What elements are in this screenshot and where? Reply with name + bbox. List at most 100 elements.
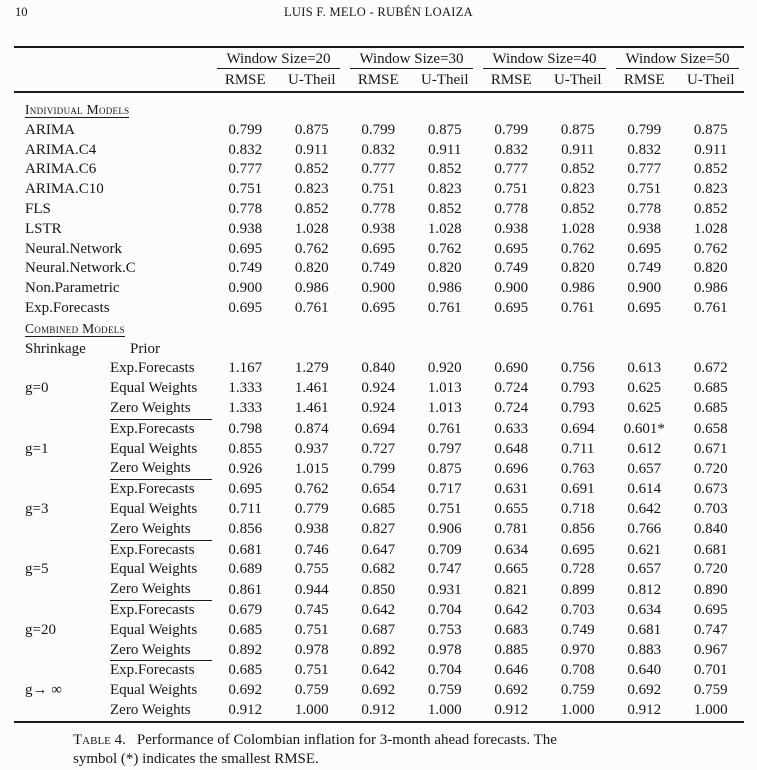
cell-value: 0.694 bbox=[560, 420, 595, 437]
cell-value: 0.761 bbox=[427, 299, 462, 316]
cell-value: 0.695 bbox=[228, 481, 263, 498]
cell-value: 0.642 bbox=[361, 662, 396, 679]
shrinkage-label bbox=[14, 540, 110, 560]
prior-header: Prior bbox=[130, 340, 160, 357]
prior-label: Zero Weights bbox=[110, 459, 212, 481]
cell-value: 0.711 bbox=[228, 500, 262, 517]
cell-value: 0.689 bbox=[228, 561, 263, 578]
caption-line-2: symbol (*) indicates the smallest RMSE. bbox=[73, 751, 319, 768]
cell-value: 0.911 bbox=[561, 141, 595, 158]
cell-value: 0.938 bbox=[294, 521, 329, 538]
cell-value: 0.703 bbox=[693, 500, 728, 517]
cell-value: 0.778 bbox=[494, 200, 529, 217]
prior-label: Zero Weights bbox=[110, 640, 212, 662]
cell-value: 0.779 bbox=[294, 500, 329, 517]
cell-value: 0.852 bbox=[427, 200, 462, 217]
cell-value: 0.685 bbox=[228, 662, 263, 679]
cell-value: 0.986 bbox=[427, 280, 462, 297]
shrinkage-label: g=0 bbox=[25, 380, 49, 397]
model-row: Exp.Forecasts 0.695 0.761 0.695 0.761 0.695 0.… bbox=[14, 299, 744, 319]
cell-value: 0.601* bbox=[623, 420, 665, 437]
cell-value: 0.685 bbox=[228, 621, 263, 638]
combined-row: Zero Weights 0.926 1.015 0.799 0.875 0.696 0.7… bbox=[14, 459, 744, 481]
cell-value: 0.634 bbox=[494, 541, 529, 558]
cell-value: 0.621 bbox=[627, 541, 662, 558]
shrinkage-label bbox=[14, 480, 110, 500]
cell-value: 0.924 bbox=[361, 380, 396, 397]
cell-value: 0.820 bbox=[294, 260, 329, 277]
cell-value: 0.823 bbox=[693, 181, 728, 198]
cell-value: 0.695 bbox=[228, 299, 263, 316]
cell-value: 0.646 bbox=[494, 662, 529, 679]
cell-value: 1.279 bbox=[294, 360, 329, 377]
cell-value: 0.747 bbox=[693, 621, 728, 638]
cell-value: 1.000 bbox=[427, 701, 462, 718]
cell-value: 0.911 bbox=[694, 141, 728, 158]
cell-value: 0.749 bbox=[494, 260, 529, 277]
cell-value: 0.682 bbox=[361, 561, 396, 578]
model-label: LSTR bbox=[25, 220, 62, 237]
cell-value: 0.820 bbox=[693, 260, 728, 277]
cell-value: 0.856 bbox=[560, 521, 595, 538]
page-number: 10 bbox=[15, 5, 28, 19]
cell-value: 0.703 bbox=[560, 601, 595, 618]
cell-value: 0.672 bbox=[693, 360, 728, 377]
cell-value: 0.751 bbox=[361, 181, 396, 198]
cell-value: 0.912 bbox=[361, 701, 396, 718]
cell-value: 0.944 bbox=[294, 581, 329, 598]
column-group-header: Window Size=50 bbox=[611, 47, 744, 69]
cell-value: 0.692 bbox=[494, 682, 529, 699]
prior-label: Exp.Forecasts bbox=[110, 420, 195, 437]
cell-value: 0.708 bbox=[560, 662, 595, 679]
cell-value: 0.885 bbox=[494, 642, 529, 659]
column-group-header: Window Size=30 bbox=[345, 47, 478, 69]
cell-value: 0.745 bbox=[294, 601, 329, 618]
prior-label: Exp.Forecasts bbox=[110, 481, 195, 498]
cell-value: 0.798 bbox=[228, 420, 263, 437]
cell-value: 0.724 bbox=[494, 400, 529, 417]
model-row: ARIMA.C10 0.751 0.823 0.751 0.823 0.751 0.823 0… bbox=[14, 180, 744, 200]
cell-value: 0.938 bbox=[361, 220, 396, 237]
cell-value: 0.759 bbox=[560, 682, 595, 699]
page-header: 10 LUIS F. MELO - RUBÉN LOAIZA bbox=[0, 0, 757, 25]
cell-value: 0.759 bbox=[427, 682, 462, 699]
cell-value: 0.911 bbox=[428, 141, 462, 158]
cell-value: 0.912 bbox=[228, 701, 263, 718]
cell-value: 0.701 bbox=[693, 662, 728, 679]
prior-label: Equal Weights bbox=[110, 440, 198, 457]
cell-value: 0.642 bbox=[361, 601, 396, 618]
individual-section-row: Individual Models bbox=[14, 92, 744, 121]
cell-value: 0.781 bbox=[494, 521, 529, 538]
cell-value: 0.709 bbox=[427, 541, 462, 558]
model-label: ARIMA.C10 bbox=[25, 181, 104, 198]
cell-value: 0.778 bbox=[361, 200, 396, 217]
cell-value: 0.654 bbox=[361, 481, 396, 498]
column-group-header: Window Size=40 bbox=[478, 47, 611, 69]
cell-value: 0.625 bbox=[627, 400, 662, 417]
cell-value: 0.821 bbox=[494, 581, 529, 598]
cell-value: 0.832 bbox=[627, 141, 662, 158]
cell-value: 0.900 bbox=[228, 280, 263, 297]
cell-value: 0.852 bbox=[294, 161, 329, 178]
model-row: FLS 0.778 0.852 0.778 0.852 0.778 0.852 0.778 0.… bbox=[14, 200, 744, 220]
cell-value: 0.799 bbox=[627, 121, 662, 138]
cell-value: 0.761 bbox=[693, 299, 728, 316]
shrinkage-label: g→ ∞ bbox=[25, 682, 62, 699]
cell-value: 0.855 bbox=[228, 440, 263, 457]
cell-value: 0.850 bbox=[361, 581, 396, 598]
cell-value: 0.812 bbox=[627, 581, 662, 598]
combined-subheader-row: Shrinkage Prior bbox=[14, 340, 744, 360]
cell-value: 0.720 bbox=[693, 460, 728, 477]
cell-value: 0.685 bbox=[693, 380, 728, 397]
cell-value: 0.681 bbox=[627, 621, 662, 638]
shrinkage-label bbox=[14, 459, 110, 479]
model-label: Neural.Network.C bbox=[25, 260, 136, 277]
prior-label: Equal Weights bbox=[110, 380, 198, 397]
metric-header: RMSE bbox=[611, 69, 678, 93]
model-label: FLS bbox=[25, 200, 51, 217]
cell-value: 0.691 bbox=[560, 481, 595, 498]
cell-value: 0.900 bbox=[627, 280, 662, 297]
cell-value: 0.756 bbox=[560, 360, 595, 377]
cell-value: 0.746 bbox=[294, 541, 329, 558]
cell-value: 0.695 bbox=[627, 240, 662, 257]
